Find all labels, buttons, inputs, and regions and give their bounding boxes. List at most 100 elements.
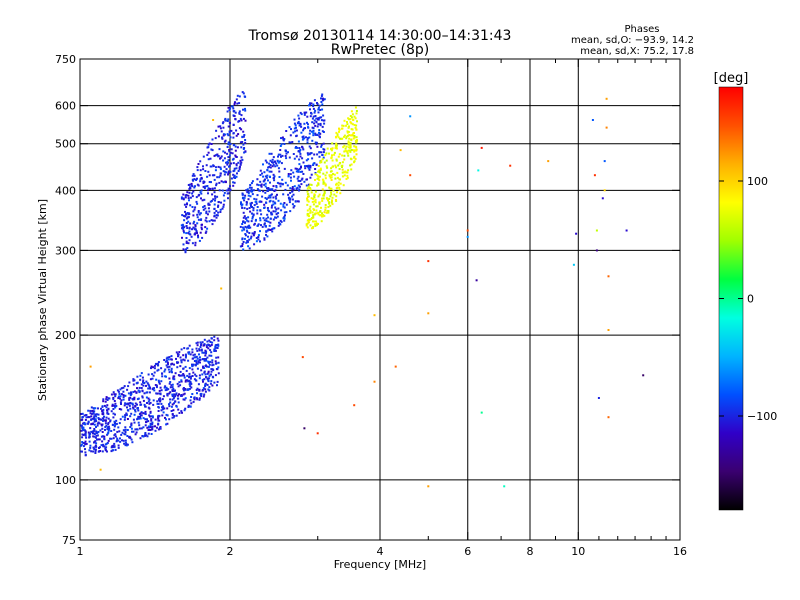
data-point	[283, 219, 286, 222]
data-point	[309, 164, 312, 167]
data-point	[174, 389, 176, 392]
data-point	[200, 226, 203, 229]
data-point	[298, 147, 301, 149]
data-point	[178, 374, 181, 377]
data-point	[314, 179, 316, 181]
data-point	[312, 134, 315, 137]
data-point	[239, 225, 242, 228]
data-point	[145, 421, 147, 424]
data-point	[212, 164, 215, 167]
data-point	[221, 207, 224, 210]
data-point	[251, 193, 254, 196]
data-point	[243, 199, 246, 202]
data-point	[242, 135, 245, 138]
data-point	[278, 170, 281, 173]
data-point	[205, 352, 207, 355]
data-point	[300, 166, 302, 169]
data-point	[209, 165, 212, 168]
data-point	[167, 368, 170, 371]
data-point	[221, 122, 224, 125]
data-point	[206, 365, 208, 368]
data-point	[151, 421, 154, 424]
data-point	[318, 104, 321, 107]
data-point	[145, 396, 148, 399]
data-point	[241, 223, 244, 225]
data-point	[320, 119, 323, 122]
data-point	[312, 215, 315, 218]
data-point	[256, 188, 259, 191]
data-point	[110, 393, 113, 396]
data-point	[86, 422, 89, 425]
data-point	[292, 131, 295, 134]
data-point	[267, 188, 270, 191]
data-point	[150, 419, 153, 422]
y-tick-label: 500	[55, 138, 76, 151]
data-point	[322, 194, 325, 197]
data-point	[167, 363, 169, 366]
data-point	[265, 220, 268, 222]
data-point	[122, 439, 125, 442]
data-point	[199, 358, 202, 361]
data-point	[249, 195, 252, 198]
data-point	[275, 186, 278, 189]
data-point	[193, 398, 196, 401]
data-point	[298, 150, 300, 152]
data-point	[255, 240, 258, 243]
data-point	[272, 196, 275, 199]
data-point	[152, 399, 155, 402]
data-point	[206, 154, 209, 156]
data-point	[299, 111, 302, 114]
data-point	[217, 205, 219, 208]
data-point	[214, 169, 217, 172]
data-point	[315, 120, 318, 123]
data-point	[190, 382, 192, 385]
data-point	[194, 241, 197, 244]
data-point	[181, 411, 183, 414]
data-point	[135, 382, 138, 385]
data-point	[312, 107, 315, 110]
data-point	[353, 135, 356, 137]
data-point	[135, 391, 138, 394]
data-point	[308, 207, 311, 210]
data-point	[102, 398, 105, 401]
data-point	[210, 337, 213, 340]
data-point	[247, 194, 250, 197]
data-point	[211, 149, 214, 152]
data-point	[191, 174, 194, 177]
data-point	[329, 204, 332, 207]
data-point	[291, 186, 294, 188]
data-point	[251, 215, 254, 218]
data-point	[93, 415, 96, 418]
data-point	[298, 163, 301, 166]
data-point	[196, 213, 199, 216]
data-point	[214, 197, 217, 200]
data-point	[97, 407, 99, 410]
data-point	[81, 426, 84, 429]
data-point	[276, 193, 278, 196]
data-point	[208, 181, 211, 183]
data-point	[137, 397, 140, 400]
data-point	[292, 206, 295, 209]
data-point	[317, 223, 319, 225]
data-point	[186, 374, 189, 377]
data-point	[105, 424, 108, 427]
data-point	[302, 129, 305, 132]
data-point	[80, 443, 83, 446]
data-point	[124, 394, 127, 397]
data-point	[202, 168, 205, 171]
data-point	[142, 379, 145, 382]
data-point	[226, 146, 229, 148]
data-point	[254, 200, 257, 203]
data-point	[217, 201, 220, 204]
data-point	[342, 171, 345, 174]
data-point	[256, 224, 259, 227]
data-point	[322, 179, 325, 182]
data-point	[275, 213, 278, 216]
data-point	[250, 188, 253, 191]
data-point	[263, 207, 266, 209]
data-point	[213, 350, 216, 352]
data-point	[285, 152, 288, 155]
data-point	[91, 432, 94, 435]
data-point	[321, 212, 323, 215]
data-point	[312, 214, 315, 217]
